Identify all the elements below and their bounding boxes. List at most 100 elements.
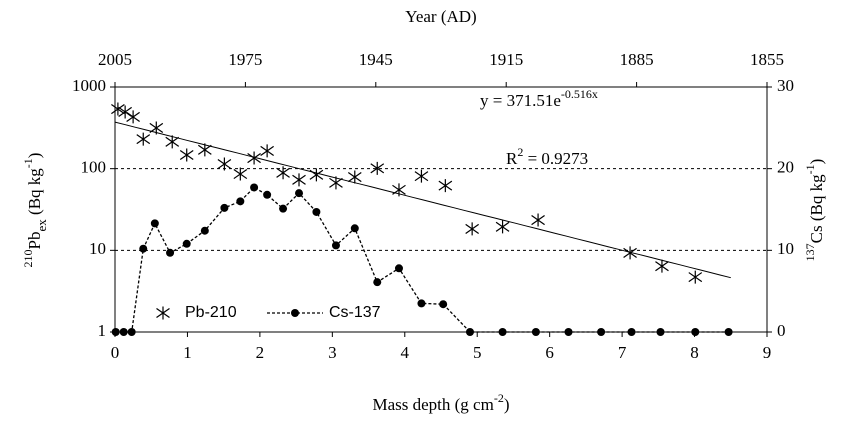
point bbox=[656, 328, 665, 336]
x2-tick-label: 1945 bbox=[359, 50, 393, 69]
point bbox=[439, 300, 448, 309]
point bbox=[279, 204, 288, 213]
point bbox=[217, 157, 232, 171]
label-part: Pb bbox=[25, 231, 44, 249]
x2-tick-label: 1885 bbox=[620, 50, 654, 69]
point bbox=[465, 222, 479, 236]
legend-marker bbox=[156, 306, 170, 320]
x-tick-label: 4 bbox=[401, 343, 410, 362]
point bbox=[292, 173, 306, 187]
label-part: ex bbox=[34, 219, 49, 232]
label-part: (Bq kg bbox=[25, 168, 44, 220]
x-tick-label: 5 bbox=[473, 343, 482, 362]
r2-value: = 0.9273 bbox=[523, 149, 588, 168]
point bbox=[236, 197, 245, 206]
x-tick-label: 6 bbox=[545, 343, 554, 362]
x-tick-label: 0 bbox=[111, 343, 120, 362]
point bbox=[724, 328, 733, 336]
label-part: ) bbox=[25, 153, 44, 159]
point bbox=[179, 148, 194, 162]
point bbox=[531, 213, 545, 227]
point bbox=[149, 121, 164, 135]
point bbox=[165, 135, 180, 149]
label-part: 137 bbox=[803, 243, 817, 261]
label-part: Mass depth (g cm bbox=[372, 395, 493, 414]
x2-tick-label: 1915 bbox=[489, 50, 523, 69]
y-tick-label: 1000 bbox=[72, 76, 106, 95]
point bbox=[127, 328, 136, 336]
point bbox=[312, 207, 321, 216]
r2-sup: 2 bbox=[517, 145, 523, 159]
point bbox=[295, 189, 304, 198]
x-tick-label: 7 bbox=[618, 343, 627, 362]
point bbox=[623, 246, 637, 260]
point bbox=[370, 161, 385, 175]
label-part: -1 bbox=[21, 158, 35, 168]
fit-line bbox=[114, 121, 731, 279]
legend-marker bbox=[291, 309, 299, 317]
fit-r2: R2 = 0.9273 bbox=[506, 145, 588, 168]
point bbox=[263, 190, 272, 199]
point bbox=[347, 170, 362, 184]
point bbox=[597, 328, 606, 336]
point bbox=[136, 132, 151, 146]
point bbox=[150, 219, 159, 228]
point bbox=[498, 328, 507, 336]
x2-tick-label: 1975 bbox=[228, 50, 262, 69]
x-tick-label: 8 bbox=[690, 343, 699, 362]
label-part: 210 bbox=[21, 249, 35, 267]
point bbox=[627, 328, 636, 336]
legend-label: Pb-210 bbox=[185, 304, 237, 321]
legend-label: Cs-137 bbox=[329, 304, 381, 321]
x-axis-label: Mass depth (g cm-2) bbox=[372, 391, 509, 414]
x-tick-label: 2 bbox=[256, 343, 265, 362]
x-tick-label: 3 bbox=[328, 343, 337, 362]
point bbox=[465, 328, 474, 336]
x2-axis-label: Year (AD) bbox=[405, 7, 476, 26]
point bbox=[394, 264, 403, 273]
point bbox=[495, 220, 510, 234]
y-tick-label: 100 bbox=[81, 158, 107, 177]
series-line bbox=[115, 186, 729, 333]
point bbox=[166, 248, 175, 257]
point bbox=[531, 328, 540, 336]
y2-tick-label: 0 bbox=[777, 321, 786, 340]
point bbox=[220, 203, 229, 212]
y-tick-label: 1 bbox=[98, 321, 107, 340]
point bbox=[197, 143, 212, 157]
point bbox=[182, 239, 191, 248]
x2-tick-label: 1855 bbox=[750, 50, 784, 69]
point bbox=[126, 110, 140, 124]
equation-exponent: -0.516x bbox=[561, 87, 598, 101]
point bbox=[276, 166, 290, 180]
point bbox=[111, 102, 125, 116]
point bbox=[688, 270, 703, 284]
point bbox=[392, 183, 406, 197]
label-part: -2 bbox=[494, 391, 504, 405]
y2-tick-label: 30 bbox=[777, 76, 794, 95]
point bbox=[111, 328, 120, 336]
y-tick-label: 10 bbox=[89, 239, 106, 258]
point bbox=[233, 167, 248, 181]
equation-text: y = 371.51e bbox=[480, 91, 561, 110]
point bbox=[414, 169, 429, 183]
plot-frame bbox=[114, 86, 768, 333]
r2-text: R bbox=[506, 149, 518, 168]
point bbox=[417, 299, 426, 308]
point bbox=[260, 144, 274, 158]
x2-tick-label: 2005 bbox=[98, 50, 132, 69]
label-part: ) bbox=[807, 159, 826, 165]
point bbox=[350, 224, 359, 233]
point bbox=[438, 179, 453, 193]
point bbox=[655, 259, 669, 273]
y2-tick-label: 10 bbox=[777, 239, 794, 258]
x-tick-label: 1 bbox=[183, 343, 192, 362]
y2-axis-label: 137Cs (Bq kg-1) bbox=[803, 159, 826, 262]
point bbox=[250, 183, 259, 192]
point bbox=[119, 328, 128, 336]
point bbox=[329, 176, 343, 190]
point bbox=[247, 151, 261, 165]
x-tick-label: 9 bbox=[763, 343, 772, 362]
point bbox=[373, 278, 382, 287]
